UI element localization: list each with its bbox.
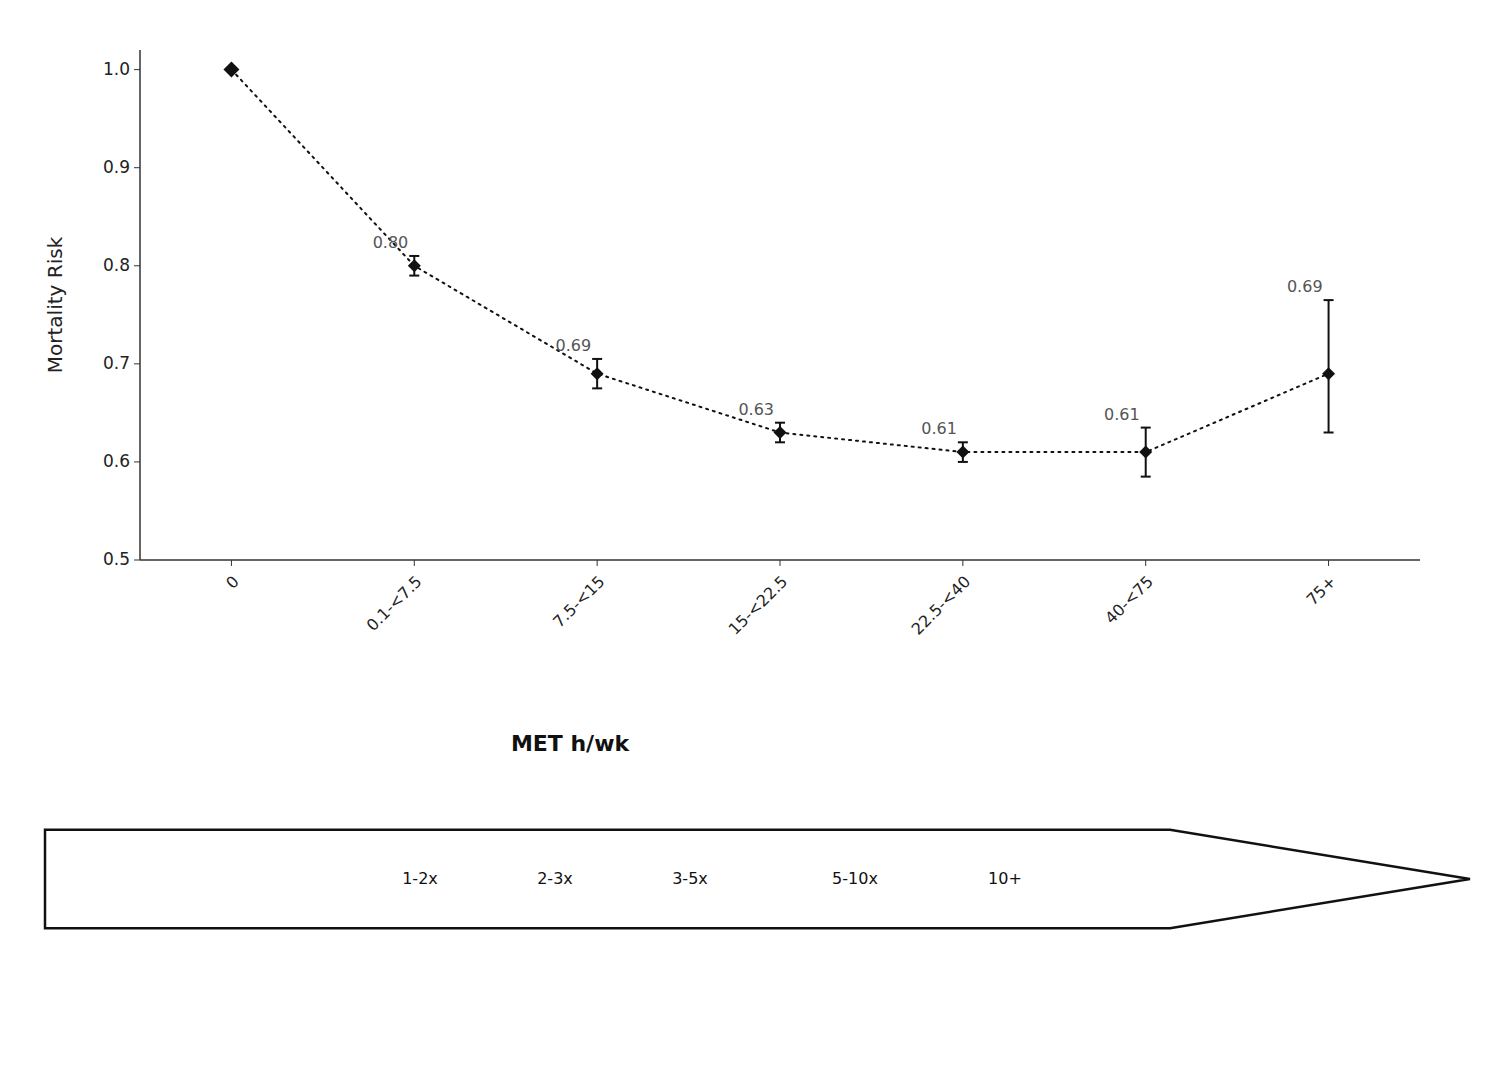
error-cap [592, 387, 602, 389]
x-axis-label: MET h/wk [511, 731, 631, 756]
chart: 0.5 0.6 0.7 0.8 0.9 1.0 0 0.1-<7.5 7.5-<15 15-<22… [0, 0, 1500, 1068]
data-label: 0.69 [1287, 277, 1323, 296]
arrow-label: 1-2x [402, 869, 438, 888]
error-cap [409, 255, 419, 257]
error-cap [1141, 476, 1151, 478]
y-tick-label: 0.9 [103, 157, 130, 177]
error-stem [1328, 300, 1330, 432]
x-tick-label: 0.1-<7.5 [363, 572, 426, 635]
error-cap [775, 441, 785, 443]
arrow-label: 3-5x [672, 869, 708, 888]
x-tick [962, 560, 963, 566]
y-tick-label: 0.5 [103, 549, 130, 569]
x-tick [780, 560, 781, 566]
line [231, 70, 1328, 453]
arrow [45, 830, 1470, 928]
y-tick [134, 363, 140, 364]
y-tick [134, 461, 140, 462]
data-label: 0.63 [738, 400, 774, 419]
error-cap [1324, 299, 1334, 301]
error-cap [592, 358, 602, 360]
error-cap [775, 422, 785, 424]
error-cap [1141, 427, 1151, 429]
data-label: 0.61 [921, 419, 957, 438]
x-tick [231, 560, 232, 566]
x-tick-label: 15-<22.5 [725, 572, 792, 639]
y-axis-label: Mortality Risk [43, 236, 67, 373]
x-tick [1328, 560, 1329, 566]
x-tick [1145, 560, 1146, 566]
data-label: 0.69 [556, 336, 592, 355]
error-cap [1324, 432, 1334, 434]
x-tick-label: 0 [222, 572, 243, 593]
arrow-label: 2-3x [537, 869, 573, 888]
data-label: 0.80 [373, 233, 409, 252]
x-tick [597, 560, 598, 566]
x-tick-label: 22.5-<40 [908, 572, 975, 639]
y-tick [134, 167, 140, 168]
x-tick-label: 40-<75 [1101, 572, 1157, 628]
marker [956, 446, 969, 459]
y-tick [134, 560, 140, 561]
y-axis [139, 50, 141, 560]
x-tick-label: 7.5-<15 [549, 572, 608, 631]
y-tick [134, 265, 140, 266]
arrow-label: 10+ [988, 869, 1022, 888]
y-tick [134, 69, 140, 70]
y-tick-label: 1.0 [103, 59, 130, 79]
y-tick-label: 0.8 [103, 255, 130, 275]
arrow-label: 5-10x [832, 869, 878, 888]
error-cap [958, 441, 968, 443]
marks [223, 62, 1335, 477]
marker [1139, 446, 1152, 459]
y-tick-label: 0.6 [103, 451, 130, 471]
error-bar [1324, 300, 1334, 432]
x-tick [414, 560, 415, 566]
data-label: 0.61 [1104, 405, 1140, 424]
error-cap [409, 275, 419, 277]
marker [774, 426, 787, 439]
x-tick-label: 75+ [1303, 572, 1340, 609]
marker [1322, 367, 1335, 380]
error-cap [958, 461, 968, 463]
marker [408, 259, 421, 272]
marker [591, 367, 604, 380]
marker [223, 62, 239, 78]
y-tick-label: 0.7 [103, 353, 130, 373]
